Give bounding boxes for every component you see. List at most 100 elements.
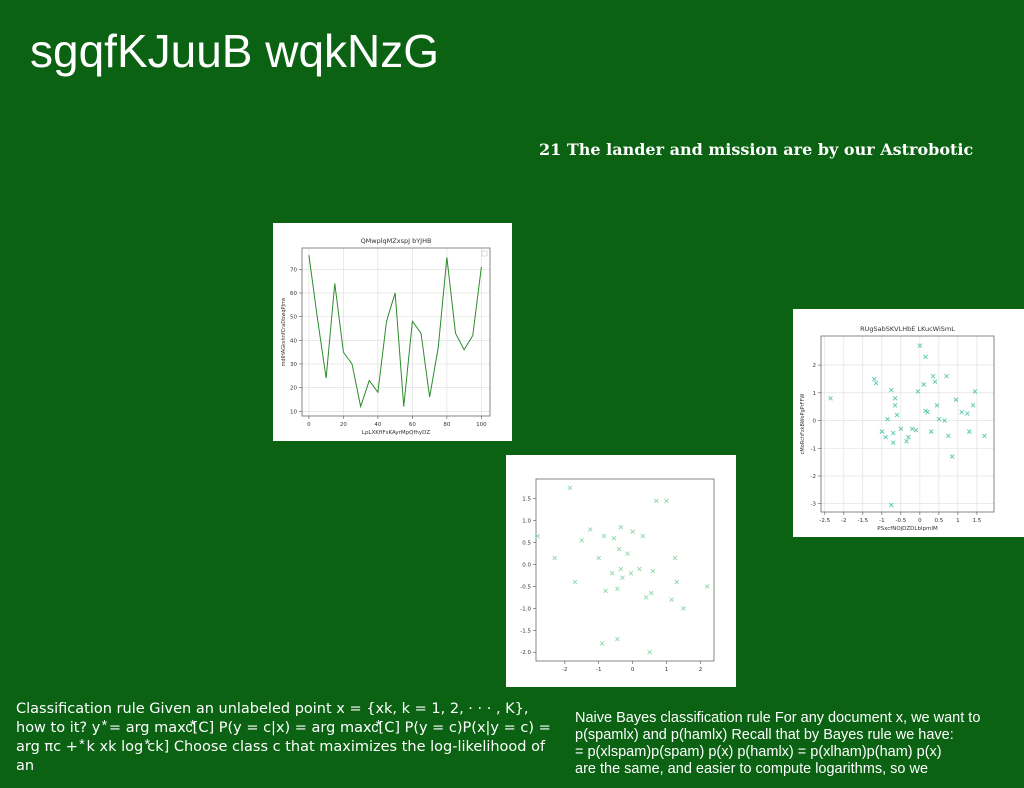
scatter-point-stroke <box>674 579 680 585</box>
scatter-point-stroke <box>890 440 896 446</box>
x-tick-label: -1 <box>596 667 601 673</box>
scatter-point-stroke <box>596 555 602 561</box>
scatter-point <box>643 595 649 600</box>
scatter-point-stroke <box>942 418 947 423</box>
line-chart: 0 20 40 60 80 100 10 20 30 40 50 60 70 QMwplqMZxspJ b… <box>281 237 491 436</box>
y-tick-label: 70 <box>290 267 297 273</box>
scatter-point <box>883 434 888 440</box>
y-tick-label: 60 <box>290 291 297 297</box>
scatter-point-stroke <box>618 524 624 530</box>
plot-frame <box>820 335 995 513</box>
scatter-point <box>936 416 942 422</box>
scatter-chart-right: -2.5 -2 -1.5 -1 -0.5 0 0.5 1 1.5 -3 -2 -1 0 1 2 RUgSabS… <box>800 325 995 532</box>
scatter-point <box>906 434 911 440</box>
scatter-point <box>650 568 656 574</box>
naive-bayes-line: p(spamlx) and p(hamlx) Recall that by Ba… <box>575 727 954 743</box>
classification-rule-text: Classification rule Given an unlabeled p… <box>16 701 551 774</box>
scatter-point-stroke <box>909 426 915 432</box>
scatter-point <box>572 579 578 585</box>
scatter-point-stroke <box>615 636 620 642</box>
scatter-point <box>879 429 885 434</box>
legend-box <box>481 250 488 257</box>
scatter-point <box>618 524 624 530</box>
scatter-point <box>664 498 669 504</box>
scatter-point <box>890 430 896 436</box>
scatter-point <box>611 535 617 541</box>
scatter-point-stroke <box>603 588 608 594</box>
y-tick-label: 50 <box>290 315 297 321</box>
scatter-point-stroke <box>572 579 578 585</box>
scatter-point-stroke <box>953 397 959 403</box>
scatter-point-stroke <box>928 429 934 434</box>
scatter-point-stroke <box>883 434 888 440</box>
scatter-point <box>618 566 624 572</box>
slide-title: sgqfKJuuB wqkNzG <box>30 25 440 77</box>
scatter-point <box>669 597 674 602</box>
scatter-point-stroke <box>625 551 630 556</box>
scatter-point <box>647 649 652 655</box>
x-tick-label: -2 <box>562 667 567 673</box>
scatter-point <box>871 376 877 382</box>
x-tick-label: 60 <box>409 422 416 428</box>
scatter-point-stroke <box>650 568 656 574</box>
scatter-point-stroke <box>535 533 541 539</box>
scatter-point <box>944 373 949 379</box>
scatter-point <box>892 396 898 401</box>
x-tick-label: 1.5 <box>973 518 982 524</box>
scatter-point-stroke <box>704 584 710 589</box>
scatter-chart-panel-center: -2 -1 0 1 2 -2.0 -1.5 -1.0 -0.5 0.0 0.5 1.0 1.5 <box>506 455 736 687</box>
y-tick-label: 0 <box>813 419 817 425</box>
scatter-point-stroke <box>552 555 557 561</box>
scatter-point-stroke <box>828 396 833 401</box>
scatter-point-stroke <box>925 409 930 415</box>
scatter-point-stroke <box>965 411 970 416</box>
scatter-point <box>894 412 900 418</box>
x-tick-label: 80 <box>443 422 450 428</box>
x-tick-label: -2.5 <box>819 518 830 524</box>
y-tick-label: -1.0 <box>520 606 531 612</box>
scatter-point <box>552 555 557 561</box>
y-tick-label: -2 <box>811 474 816 480</box>
scatter-point-stroke <box>637 566 642 572</box>
scatter-point-stroke <box>611 535 617 541</box>
scatter-point <box>898 426 904 432</box>
x-tick-label: 20 <box>340 422 347 428</box>
scatter-point-stroke <box>944 373 949 379</box>
scatter-point <box>909 426 915 432</box>
scatter-point-stroke <box>904 439 909 444</box>
scatter-point-stroke <box>917 343 923 349</box>
scatter-point <box>620 575 625 580</box>
scatter-point-stroke <box>959 409 964 415</box>
scatter-point-stroke <box>609 570 615 576</box>
x-tick-label: 0 <box>631 667 635 673</box>
y-tick-label: 1.5 <box>522 497 531 503</box>
scatter-point <box>704 584 710 589</box>
scatter-point <box>625 551 630 556</box>
y-tick-label: -1.5 <box>520 628 531 634</box>
scatter-point <box>648 590 654 596</box>
scatter-point-stroke <box>892 402 898 408</box>
y-tick-label: 10 <box>290 409 297 415</box>
scatter-point <box>885 416 890 422</box>
scatter-point-stroke <box>648 590 654 596</box>
scatter-point <box>674 579 680 585</box>
x-tick-label: 2 <box>699 667 703 673</box>
scatter-point <box>615 586 620 591</box>
scatter-point <box>959 409 964 415</box>
scatter-point <box>904 439 909 444</box>
scatter-point-stroke <box>643 595 649 600</box>
scatter-point-stroke <box>913 427 919 433</box>
scatter-point <box>628 570 634 576</box>
scatter-point <box>923 354 928 360</box>
scatter-point <box>873 380 879 386</box>
scatter-point-stroke <box>932 379 938 385</box>
y-tick-label: -3 <box>811 502 817 508</box>
scatter-point <box>672 555 678 561</box>
scatter-point <box>972 389 978 394</box>
y-axis-label: mdIHAGkshnfCraDbwqPJms <box>281 297 287 366</box>
scatter-point-stroke <box>599 641 605 646</box>
scatter-point-stroke <box>669 597 674 602</box>
naive-bayes-text: Naive Bayes classification rule For any … <box>575 710 1024 778</box>
scatter-point <box>890 440 896 446</box>
y-tick-label: 20 <box>290 386 297 392</box>
